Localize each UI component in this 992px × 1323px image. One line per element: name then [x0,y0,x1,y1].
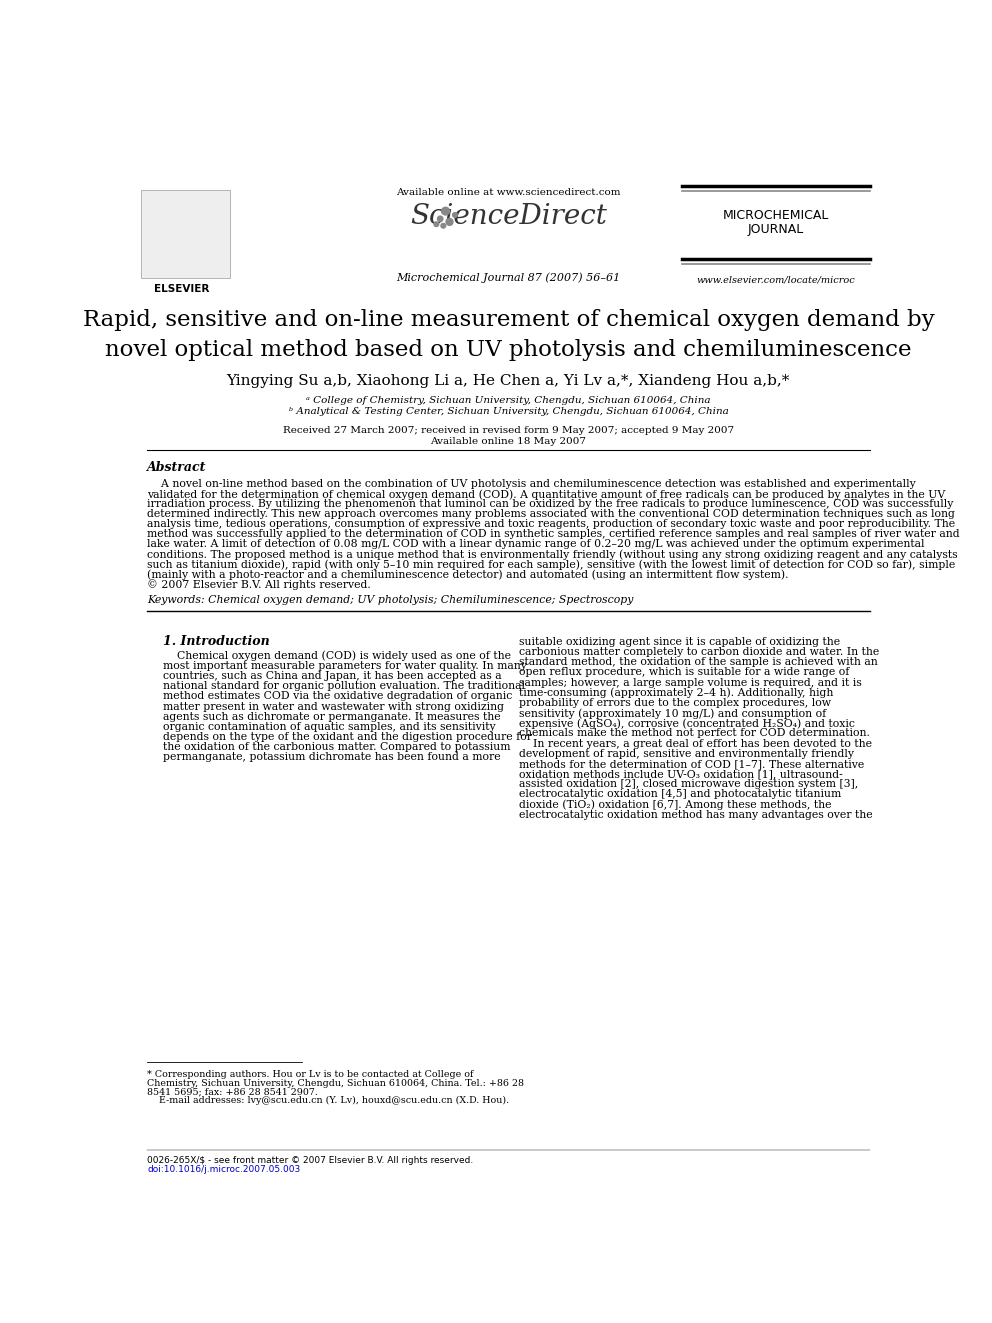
Text: organic contamination of aquatic samples, and its sensitivity: organic contamination of aquatic samples… [163,722,495,732]
Text: conditions. The proposed method is a unique method that is environmentally frien: conditions. The proposed method is a uni… [147,549,958,560]
Circle shape [437,216,442,221]
Text: ᵇ Analytical & Testing Center, Sichuan University, Chengdu, Sichuan 610064, Chin: ᵇ Analytical & Testing Center, Sichuan U… [289,407,728,417]
Text: methods for the determination of COD [1–7]. These alternative: methods for the determination of COD [1–… [519,759,864,769]
Text: chemicals make the method not perfect for COD determination.: chemicals make the method not perfect fo… [519,729,870,738]
Text: Chemistry, Sichuan University, Chengdu, Sichuan 610064, China. Tel.: +86 28: Chemistry, Sichuan University, Chengdu, … [147,1078,524,1088]
Text: expensive (AgSO₄), corrosive (concentrated H₂SO₄) and toxic: expensive (AgSO₄), corrosive (concentrat… [519,718,855,729]
Text: ᵃ College of Chemistry, Sichuan University, Chengdu, Sichuan 610064, China: ᵃ College of Chemistry, Sichuan Universi… [307,396,710,405]
Text: ScienceDirect: ScienceDirect [410,204,607,230]
Text: Yingying Su a,b, Xiaohong Li a, He Chen a, Yi Lv a,*, Xiandeng Hou a,b,*: Yingying Su a,b, Xiaohong Li a, He Chen … [227,374,790,389]
Circle shape [434,222,438,226]
Text: A novel on-line method based on the combination of UV photolysis and chemilumine: A novel on-line method based on the comb… [147,479,916,490]
Text: validated for the determination of chemical oxygen demand (COD). A quantitative : validated for the determination of chemi… [147,490,945,500]
Text: doi:10.1016/j.microc.2007.05.003: doi:10.1016/j.microc.2007.05.003 [147,1166,301,1174]
Text: assisted oxidation [2], closed microwave digestion system [3],: assisted oxidation [2], closed microwave… [519,779,858,790]
Text: 0026-265X/$ - see front matter © 2007 Elsevier B.V. All rights reserved.: 0026-265X/$ - see front matter © 2007 El… [147,1156,473,1166]
Text: permanganate, potassium dichromate has been found a more: permanganate, potassium dichromate has b… [163,753,500,762]
Text: Microchemical Journal 87 (2007) 56–61: Microchemical Journal 87 (2007) 56–61 [396,273,621,283]
Text: 8541 5695; fax: +86 28 8541 2907.: 8541 5695; fax: +86 28 8541 2907. [147,1088,318,1097]
Circle shape [441,208,449,214]
Text: Available online at www.sciencedirect.com: Available online at www.sciencedirect.co… [396,188,621,197]
Text: such as titanium dioxide), rapid (with only 5–10 min required for each sample), : such as titanium dioxide), rapid (with o… [147,560,955,570]
Text: probability of errors due to the complex procedures, low: probability of errors due to the complex… [519,699,831,708]
Text: * Corresponding authors. Hou or Lv is to be contacted at College of: * Corresponding authors. Hou or Lv is to… [147,1070,474,1078]
Text: irradiation process. By utilizing the phenomenon that luminol can be oxidized by: irradiation process. By utilizing the ph… [147,499,953,509]
Text: © 2007 Elsevier B.V. All rights reserved.: © 2007 Elsevier B.V. All rights reserved… [147,579,371,590]
Circle shape [441,224,445,228]
Bar [141,189,230,278]
Text: lake water. A limit of detection of 0.08 mg/L COD with a linear dynamic range of: lake water. A limit of detection of 0.08… [147,540,925,549]
Text: JOURNAL: JOURNAL [748,222,804,235]
Text: analysis time, tedious operations, consumption of expressive and toxic reagents,: analysis time, tedious operations, consu… [147,519,955,529]
Text: electrocatalytic oxidation method has many advantages over the: electrocatalytic oxidation method has ma… [519,810,873,820]
Text: open reflux procedure, which is suitable for a wide range of: open reflux procedure, which is suitable… [519,667,849,677]
Circle shape [452,213,457,217]
Text: samples; however, a large sample volume is required, and it is: samples; however, a large sample volume … [519,677,862,688]
Text: agents such as dichromate or permanganate. It measures the: agents such as dichromate or permanganat… [163,712,500,722]
Text: suitable oxidizing agent since it is capable of oxidizing the: suitable oxidizing agent since it is cap… [519,636,840,647]
Text: sensitivity (approximately 10 mg/L) and consumption of: sensitivity (approximately 10 mg/L) and … [519,708,826,718]
Text: electrocatalytic oxidation [4,5] and photocatalytic titanium: electrocatalytic oxidation [4,5] and pho… [519,790,841,799]
Text: countries, such as China and Japan, it has been accepted as a: countries, such as China and Japan, it h… [163,671,501,681]
Text: Abstract: Abstract [147,460,206,474]
Text: Rapid, sensitive and on-line measurement of chemical oxygen demand by
novel opti: Rapid, sensitive and on-line measurement… [82,308,934,361]
Text: E-mail addresses: lvy@scu.edu.cn (Y. Lv), houxd@scu.edu.cn (X.D. Hou).: E-mail addresses: lvy@scu.edu.cn (Y. Lv)… [147,1097,509,1105]
Text: Chemical oxygen demand (COD) is widely used as one of the: Chemical oxygen demand (COD) is widely u… [163,651,511,662]
Text: development of rapid, sensitive and environmentally friendly: development of rapid, sensitive and envi… [519,749,854,758]
Text: national standard for organic pollution evaluation. The traditional: national standard for organic pollution … [163,681,525,692]
Text: method estimates COD via the oxidative degradation of organic: method estimates COD via the oxidative d… [163,692,512,701]
Text: matter present in water and wastewater with strong oxidizing: matter present in water and wastewater w… [163,701,504,712]
Text: time-consuming (approximately 2–4 h). Additionally, high: time-consuming (approximately 2–4 h). Ad… [519,688,833,699]
Text: method was successfully applied to the determination of COD in synthetic samples: method was successfully applied to the d… [147,529,960,540]
Text: most important measurable parameters for water quality. In many: most important measurable parameters for… [163,662,527,671]
Text: Received 27 March 2007; received in revised form 9 May 2007; accepted 9 May 2007: Received 27 March 2007; received in revi… [283,426,734,435]
Text: Keywords: Chemical oxygen demand; UV photolysis; Chemiluminescence; Spectroscopy: Keywords: Chemical oxygen demand; UV pho… [147,595,634,606]
Text: www.elsevier.com/locate/microc: www.elsevier.com/locate/microc [696,275,855,284]
Text: the oxidation of the carbonious matter. Compared to potassium: the oxidation of the carbonious matter. … [163,742,510,753]
Text: 1. Introduction: 1. Introduction [163,635,270,648]
Text: carbonious matter completely to carbon dioxide and water. In the: carbonious matter completely to carbon d… [519,647,880,658]
Text: (mainly with a photo-reactor and a chemiluminescence detector) and automated (us: (mainly with a photo-reactor and a chemi… [147,569,789,579]
Text: dioxide (TiO₂) oxidation [6,7]. Among these methods, the: dioxide (TiO₂) oxidation [6,7]. Among th… [519,799,831,810]
Text: MICROCHEMICAL: MICROCHEMICAL [722,209,829,222]
Text: determined indirectly. This new approach overcomes many problems associated with: determined indirectly. This new approach… [147,509,955,519]
Text: Available online 18 May 2007: Available online 18 May 2007 [431,437,586,446]
Text: depends on the type of the oxidant and the digestion procedure for: depends on the type of the oxidant and t… [163,732,532,742]
Text: In recent years, a great deal of effort has been devoted to the: In recent years, a great deal of effort … [519,738,872,749]
Text: oxidation methods include UV-O₃ oxidation [1], ultrasound-: oxidation methods include UV-O₃ oxidatio… [519,769,843,779]
Text: standard method, the oxidation of the sample is achieved with an: standard method, the oxidation of the sa… [519,658,878,667]
Circle shape [446,218,453,225]
Text: ELSEVIER: ELSEVIER [155,283,210,294]
